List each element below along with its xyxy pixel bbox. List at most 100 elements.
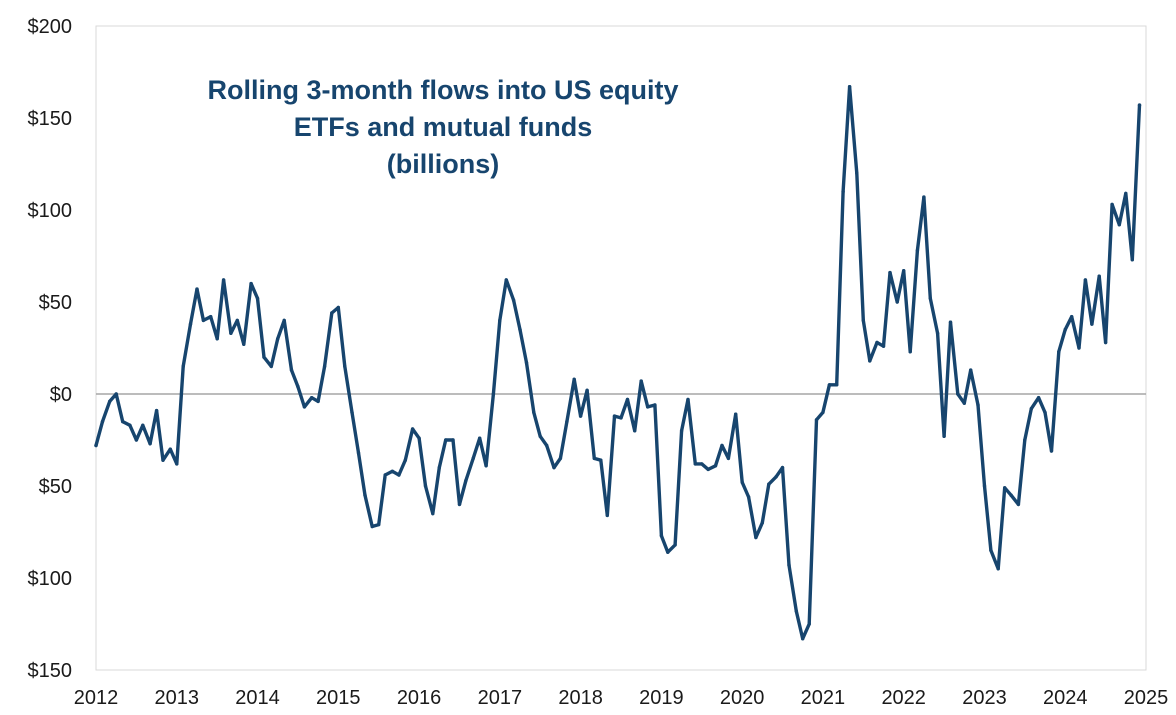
data-point bbox=[249, 281, 253, 286]
data-point bbox=[262, 355, 266, 359]
data-point bbox=[464, 478, 468, 483]
data-point bbox=[491, 392, 496, 396]
data-point bbox=[928, 296, 932, 300]
data-point bbox=[1124, 191, 1128, 196]
data-point bbox=[1130, 258, 1135, 262]
data-point bbox=[726, 456, 731, 461]
data-points bbox=[94, 85, 1142, 641]
data-point bbox=[444, 438, 448, 442]
data-point bbox=[956, 392, 960, 396]
x-tick-label: 2020 bbox=[720, 687, 765, 709]
x-tick-label: 2025 bbox=[1124, 687, 1169, 709]
data-point bbox=[902, 269, 906, 273]
data-point bbox=[108, 399, 112, 404]
data-point bbox=[760, 521, 764, 525]
data-point bbox=[942, 434, 946, 438]
data-point bbox=[383, 473, 387, 477]
data-point bbox=[330, 311, 334, 315]
data-point bbox=[855, 171, 859, 175]
data-point bbox=[881, 344, 886, 348]
y-tick-label: $100 bbox=[28, 568, 73, 590]
data-point bbox=[1117, 223, 1122, 227]
data-point bbox=[666, 550, 670, 554]
data-point bbox=[188, 322, 193, 326]
data-point bbox=[302, 405, 307, 409]
data-point bbox=[289, 368, 294, 372]
y-tick-label: $50 bbox=[39, 292, 72, 314]
data-point bbox=[814, 418, 819, 422]
data-point bbox=[976, 403, 980, 407]
data-point bbox=[356, 451, 361, 455]
data-point bbox=[706, 467, 710, 472]
data-point bbox=[478, 436, 482, 440]
data-point bbox=[1083, 278, 1088, 282]
x-tick-label: 2021 bbox=[801, 687, 846, 709]
plot-frame bbox=[95, 25, 1147, 671]
x-tick-label: 2023 bbox=[962, 687, 1007, 709]
data-point bbox=[1063, 327, 1067, 332]
data-point bbox=[639, 379, 643, 383]
data-point bbox=[659, 534, 664, 538]
x-tick-label: 2013 bbox=[155, 687, 200, 709]
x-tick-label: 2024 bbox=[1043, 687, 1088, 709]
data-point bbox=[565, 419, 569, 424]
data-point bbox=[175, 462, 179, 466]
data-point bbox=[558, 456, 563, 461]
chart-title-line-1: Rolling 3-month flows into US equity bbox=[208, 75, 679, 105]
data-point bbox=[518, 327, 522, 332]
data-point bbox=[700, 462, 704, 466]
data-point bbox=[787, 563, 791, 567]
data-point bbox=[417, 436, 421, 440]
data-point bbox=[1077, 346, 1081, 350]
data-point bbox=[673, 543, 677, 547]
data-point bbox=[935, 331, 940, 335]
data-point bbox=[209, 315, 213, 319]
x-tick-label: 2017 bbox=[478, 687, 523, 709]
data-point bbox=[471, 456, 475, 461]
data-point bbox=[498, 318, 502, 323]
data-point bbox=[1049, 449, 1054, 453]
data-point bbox=[754, 535, 758, 540]
data-point bbox=[545, 443, 549, 448]
data-point bbox=[255, 296, 260, 300]
data-point bbox=[296, 384, 300, 389]
data-point bbox=[94, 443, 98, 448]
data-point bbox=[780, 465, 785, 470]
data-point bbox=[1137, 103, 1142, 107]
data-point bbox=[847, 85, 852, 89]
data-point bbox=[322, 364, 327, 369]
data-point bbox=[242, 342, 246, 346]
data-point bbox=[316, 399, 320, 404]
data-point bbox=[431, 511, 435, 516]
data-point bbox=[895, 300, 899, 304]
data-point bbox=[875, 340, 879, 345]
x-tick-label: 2012 bbox=[74, 687, 119, 709]
data-point bbox=[524, 361, 529, 365]
data-point bbox=[740, 480, 744, 484]
y-tick-label: $0 bbox=[50, 384, 72, 406]
y-tick-label: $150 bbox=[28, 660, 73, 682]
data-point bbox=[619, 416, 623, 420]
data-point bbox=[457, 502, 462, 507]
data-point bbox=[552, 465, 556, 470]
data-point bbox=[168, 447, 172, 451]
data-point bbox=[686, 397, 690, 402]
y-axis-ticks: $200 $150 $100 $50 $0 $50 $100 $150 bbox=[28, 16, 73, 682]
x-axis-ticks: 2012 2013 2014 2015 2016 2017 2018 2019 2020 2021… bbox=[74, 687, 1169, 709]
data-point bbox=[350, 410, 354, 415]
data-point bbox=[1070, 315, 1074, 319]
chart-title-line-3: (billions) bbox=[387, 149, 499, 179]
y-tick-label: $200 bbox=[28, 16, 73, 38]
data-point bbox=[807, 622, 811, 626]
data-point bbox=[996, 567, 1000, 571]
data-point bbox=[437, 465, 441, 470]
data-point bbox=[1009, 493, 1013, 497]
data-point bbox=[511, 298, 516, 302]
data-point bbox=[948, 320, 953, 324]
x-tick-label: 2014 bbox=[235, 687, 280, 709]
data-point bbox=[410, 427, 415, 431]
data-point bbox=[774, 475, 778, 479]
data-point bbox=[269, 364, 273, 369]
data-point bbox=[114, 392, 118, 396]
data-point bbox=[201, 318, 206, 323]
